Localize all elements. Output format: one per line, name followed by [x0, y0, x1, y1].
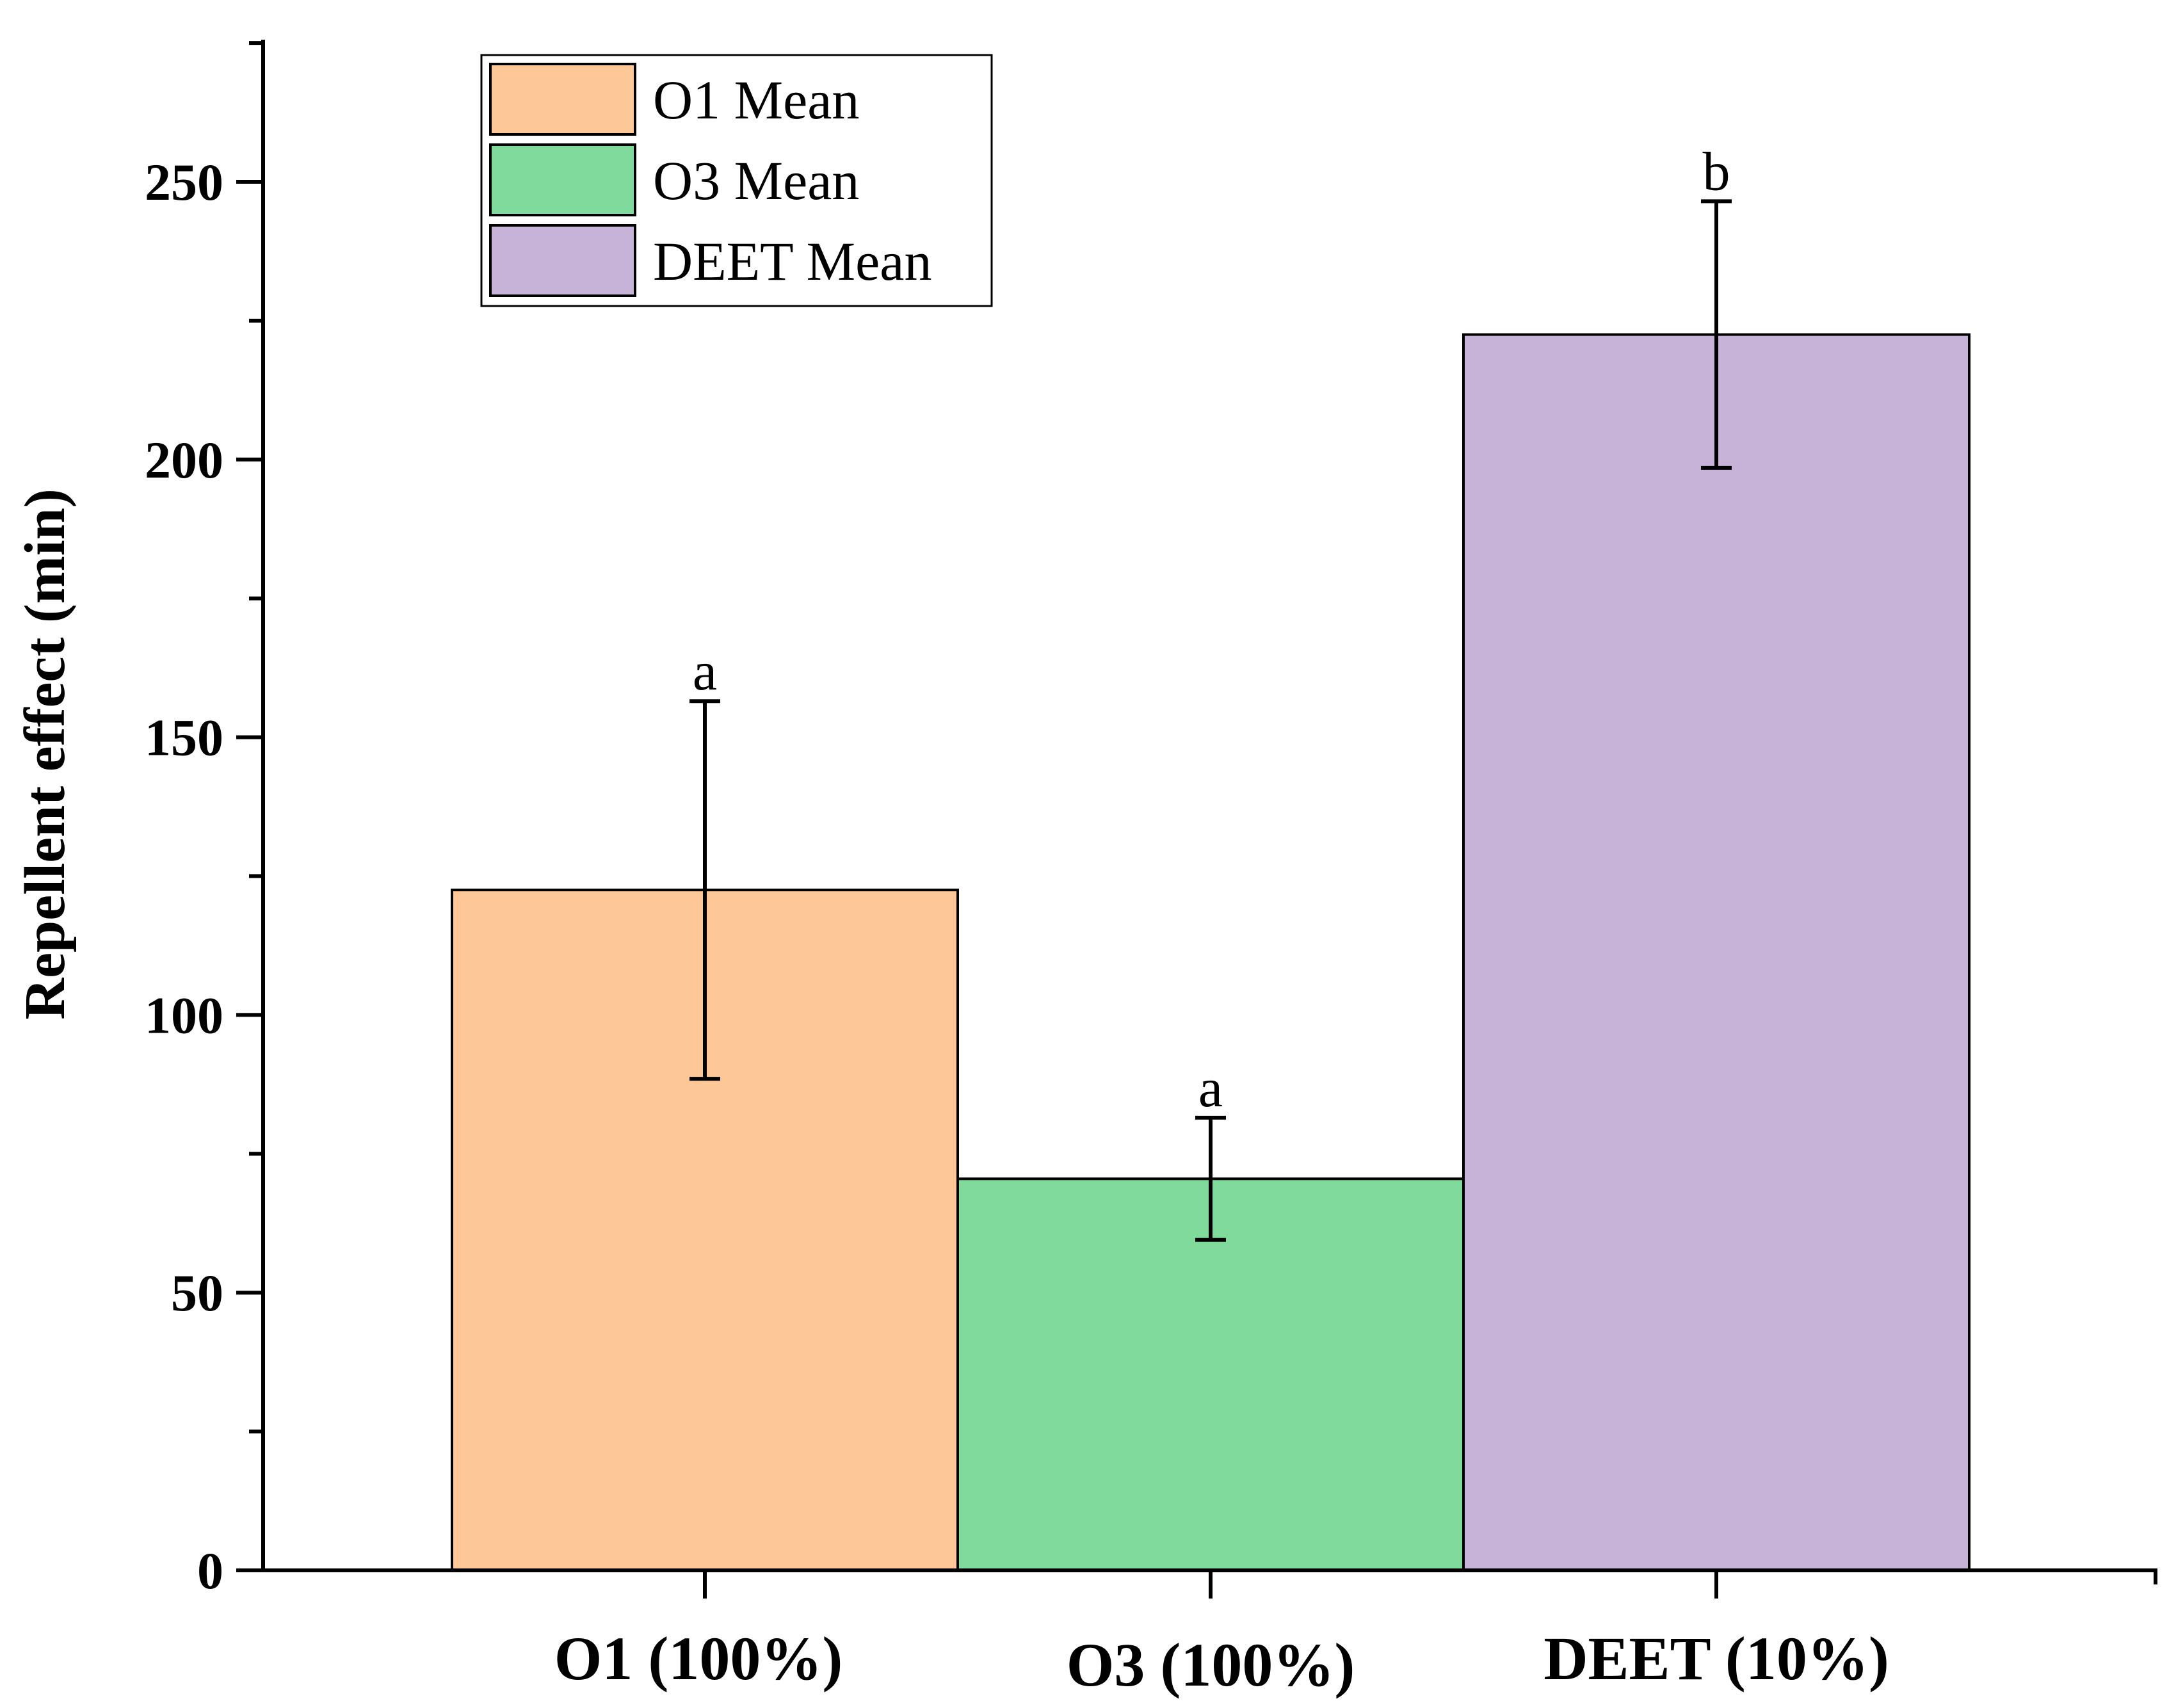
error-bars-layer — [689, 199, 1732, 1242]
legend-swatch — [489, 143, 636, 216]
legend-label: DEET Mean — [653, 230, 931, 292]
significance-letter: a — [1198, 1057, 1223, 1118]
legend-swatch — [489, 224, 636, 297]
bar-deet-mean — [1462, 333, 1970, 1572]
x-category-label: O3 (100%) — [1067, 1631, 1355, 1699]
y-tick-label: 0 — [197, 1542, 223, 1600]
y-axis-title: Repellent effect (min) — [13, 488, 77, 1020]
legend-label: O3 Mean — [653, 150, 859, 211]
x-category-label: DEET (10%) — [1543, 1624, 1889, 1693]
labels-layer: a a b 0 50 100 150 200 250 O1 (100%) O3 (100%) DEET… — [13, 140, 1889, 1699]
y-tick-label: 100 — [145, 986, 223, 1044]
y-tick-label: 50 — [171, 1264, 223, 1322]
legend-swatch — [489, 63, 636, 136]
y-tick-label: 200 — [145, 431, 223, 489]
significance-letter: a — [693, 640, 717, 702]
y-tick-label: 250 — [145, 153, 223, 211]
x-category-label: O1 (100%) — [554, 1624, 843, 1693]
bar-o3-mean — [956, 1177, 1465, 1572]
y-tick-label: 150 — [145, 709, 223, 767]
legend: O1 Mean O3 Mean DEET Mean — [480, 54, 993, 307]
axes-layer — [236, 40, 2157, 1599]
significance-letter: b — [1703, 140, 1730, 202]
legend-label: O1 Mean — [653, 69, 859, 131]
bars-layer — [451, 333, 1970, 1572]
